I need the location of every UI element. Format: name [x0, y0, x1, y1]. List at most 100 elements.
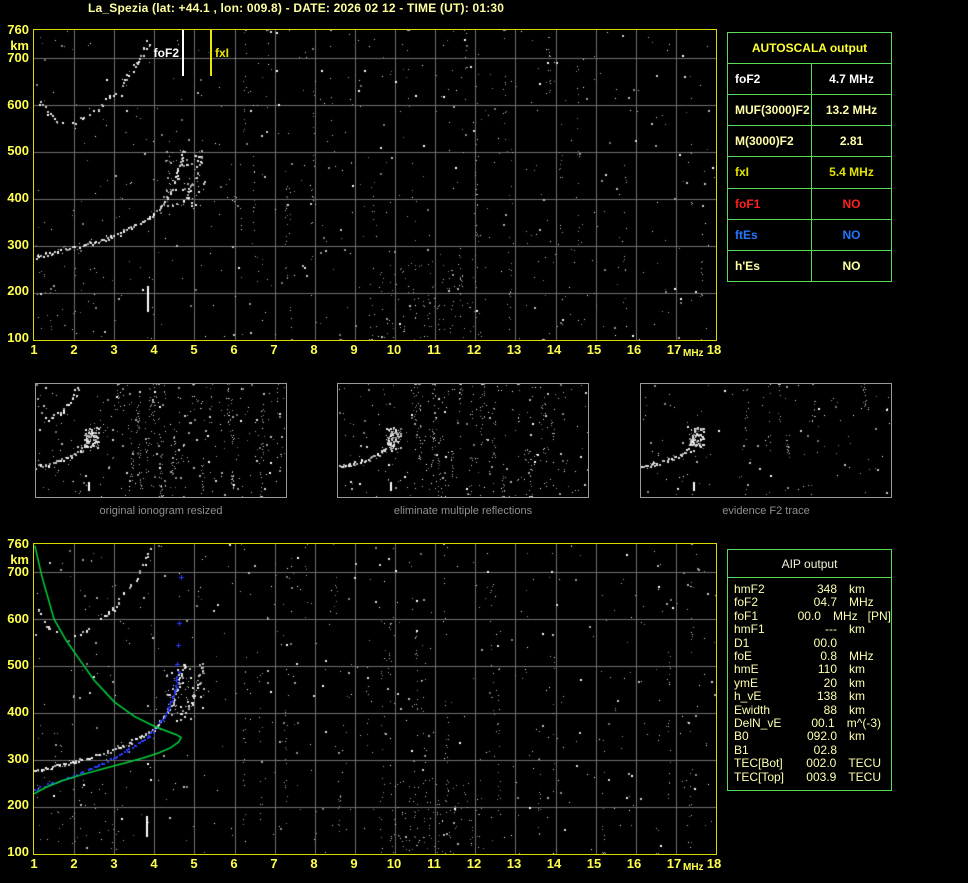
x-tick-label: 7 [270, 856, 278, 871]
top-ionogram-plot [33, 29, 717, 341]
y-tick-label: 500 [7, 143, 29, 159]
autoscala-table-header: AUTOSCALA output [728, 33, 891, 64]
autoscala-row-value: 2.81 [839, 134, 864, 149]
aip-value: 0.8 [820, 649, 837, 664]
x-tick-label: 1 [30, 342, 38, 357]
aip-row-hmf1: hmF1 --- km [734, 622, 891, 637]
y-tick-label: 100 [7, 330, 29, 345]
x-tick-label: 17 [666, 856, 682, 871]
aip-unit: TECU [848, 769, 881, 784]
aip-label: ymE [734, 675, 758, 690]
fxI-marker-label: fxI [215, 46, 230, 60]
mini-panel-evidence-f2 [640, 383, 892, 498]
y-tick-label: 700 [7, 50, 29, 65]
y-tick-label: 400 [7, 704, 29, 719]
bottom-ionogram-canvas [34, 544, 716, 854]
aip-label: Ewidth [734, 702, 771, 717]
y-tick-label: 300 [7, 750, 29, 766]
x-tick-label: 9 [350, 342, 358, 357]
autoscala-row-value: NO [842, 196, 861, 211]
y-tick-label: 100 [7, 844, 29, 859]
x-tick-label: 7 [270, 342, 278, 357]
x-tick-label: 8 [310, 856, 318, 871]
aip-value: 110 [817, 662, 837, 677]
x-tick-label: 6 [230, 342, 238, 357]
aip-row-yme: ymE 20 km [734, 675, 891, 690]
aip-row-tecbot: TEC[Bot] 002.0 TECU [734, 756, 891, 771]
aip-value: 00.0 [797, 608, 821, 623]
x-tick-label: 8 [310, 342, 318, 357]
aip-value: 04.7 [813, 595, 837, 610]
aip-row-fof1: foF1 00.0 MHz [PN] [734, 608, 891, 623]
x-tick-label: 4 [150, 342, 158, 357]
aip-row-ewidth: Ewidth 88 km [734, 702, 891, 717]
x-tick-label: 5 [190, 856, 198, 871]
aip-table-rows: hmF2 348 km foF2 04.7 MHz foF1 00.0 MHz [PN] hmF1-… [728, 578, 891, 790]
x-tick-label: 6 [230, 856, 238, 871]
x-tick-label: 11 [427, 342, 441, 357]
aip-label: B0 [734, 729, 749, 744]
mini-eliminate-canvas [338, 384, 588, 497]
autoscala-row-label: MUF(3000)F2 [728, 95, 812, 126]
aip-value: 02.8 [813, 742, 837, 757]
autoscala-row-label: foF2 [728, 64, 812, 95]
autoscala-row-value: NO [842, 227, 861, 242]
y-axis-unit-label: km [10, 38, 29, 53]
aip-unit: MHz [849, 649, 874, 664]
aip-label: DelN_vE [734, 716, 782, 731]
autoscala-row-fxi: fxI 5.4 MHz [728, 157, 891, 189]
aip-table-header: AIP output [728, 550, 891, 578]
x-tick-label: 9 [350, 856, 358, 871]
y-tick-label: 500 [7, 657, 29, 673]
aip-value: 092.0 [806, 729, 837, 744]
aip-output-table: AIP output hmF2 348 km foF2 04.7 MHz foF1 00.0 M… [727, 549, 892, 792]
aip-row-b1: B1 02.8 [734, 742, 891, 757]
aip-value: 00.1 [811, 716, 835, 731]
aip-value: 003.9 [806, 769, 837, 784]
x-tick-label: 18 [706, 856, 722, 871]
caption-eliminate-reflections: eliminate multiple reflections [393, 505, 533, 517]
aip-row-b0: B0 092.0 km [734, 729, 891, 744]
aip-value: 20 [823, 675, 837, 690]
caption-original-ionogram: original ionogram resized [99, 505, 223, 517]
x-tick-label: 18 [706, 342, 722, 357]
y-tick-label: 200 [7, 797, 29, 813]
autoscala-row-fof1: foF1 NO [728, 188, 891, 220]
autoscala-row-hes: h'Es NO [728, 250, 891, 281]
y-axis-unit-label: km [10, 552, 29, 567]
autoscala-row-value: 13.2 MHz [825, 103, 878, 118]
x-tick-label: 10 [386, 342, 402, 357]
aip-unit: km [849, 662, 865, 677]
aip-label: TEC[Top] [734, 769, 785, 784]
aip-row-hmf2: hmF2 348 km [734, 582, 891, 596]
foF2-marker-line [182, 30, 184, 76]
autoscala-row-m3000f2: M(3000)F2 2.81 [728, 126, 891, 158]
x-tick-label: 16 [626, 856, 642, 871]
x-tick-label: 2 [70, 856, 78, 871]
aip-unit: km [849, 675, 865, 690]
y-tick-label: 400 [7, 190, 29, 205]
mini-panel-eliminate-reflections [337, 383, 589, 498]
aip-unit: m^(-3) [846, 716, 881, 731]
aip-unit: MHz [832, 608, 858, 623]
y-tick-label: 700 [7, 564, 29, 579]
x-axis-unit-label: MHz [683, 862, 704, 873]
aip-unit: km [849, 689, 865, 704]
autoscala-row-label: foF1 [728, 188, 812, 219]
aip-label: hmF1 [734, 622, 765, 637]
x-tick-label: 1 [30, 856, 38, 871]
x-tick-label: 12 [466, 342, 482, 357]
mini-original-canvas [36, 384, 286, 497]
aip-label: h_vE [734, 689, 762, 704]
x-tick-label: 4 [150, 856, 158, 871]
aip-row-d1: D1 00.0 [734, 636, 891, 650]
aip-row-fof2: foF2 04.7 MHz [734, 595, 891, 610]
x-tick-label: 14 [546, 342, 562, 357]
page-title: La_Spezia (lat: +44.1 , lon: 009.8) - DA… [88, 1, 505, 15]
aip-value: 002.0 [806, 756, 837, 771]
mini-panel-original-ionogram [35, 383, 287, 498]
autoscala-row-value: 5.4 MHz [829, 165, 874, 180]
x-tick-label: 15 [586, 342, 602, 357]
aip-row-tectop: TEC[Top] 003.9 TECU [734, 769, 891, 784]
